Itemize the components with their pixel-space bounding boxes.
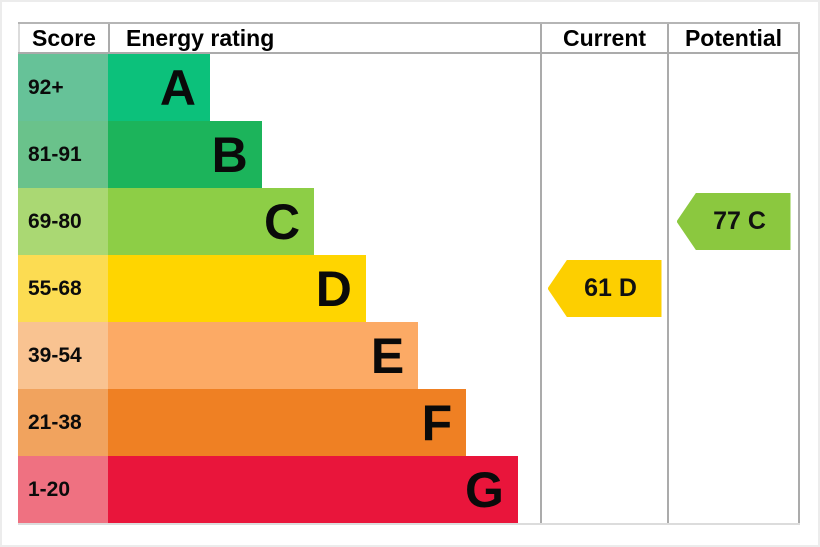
score-range-label: 1-20 (28, 477, 71, 501)
current-cell (540, 456, 667, 523)
band-letter: E (370, 327, 405, 384)
rating-cell: C (108, 188, 540, 255)
band-bar: A (108, 54, 210, 121)
score-range-label: 55-68 (28, 276, 82, 300)
potential-cell (667, 121, 800, 188)
potential-cell: 77 C (667, 188, 800, 255)
score-range-label: 21-38 (28, 410, 82, 434)
band-row-b: 81-91 B (18, 121, 800, 188)
current-rating-arrow: 61 D (547, 260, 662, 317)
potential-cell (667, 54, 800, 121)
rating-cell: G (108, 456, 540, 523)
current-cell: 61 D (540, 255, 667, 322)
band-letter: B (211, 126, 248, 183)
band-bar: B (108, 121, 262, 188)
current-cell (540, 54, 667, 121)
band-row-g: 1-20 G (18, 456, 800, 523)
band-bar: F (108, 389, 467, 456)
rating-cell: A (108, 54, 540, 121)
score-range-label: 92+ (28, 75, 64, 99)
potential-cell (667, 456, 800, 523)
potential-rating-arrow: 77 C (676, 193, 791, 250)
rating-cell: E (108, 322, 540, 389)
score-cell: 21-38 (18, 389, 108, 456)
energy-rating-column-header: Energy rating (108, 24, 540, 52)
band-row-c: 69-80 C 77 C (18, 188, 800, 255)
band-bar: E (108, 322, 419, 389)
band-bar: C (108, 188, 315, 255)
score-range-label: 69-80 (28, 209, 82, 233)
band-row-a: 92+ A (18, 54, 800, 121)
current-rating-label: 61 D (584, 274, 637, 302)
energy-rating-table: Score Energy rating Current Potential 92… (18, 22, 800, 525)
score-range-label: 81-91 (28, 142, 82, 166)
band-row-d: 55-68 D 61 D (18, 255, 800, 322)
band-letter: A (159, 59, 196, 116)
score-column-header: Score (18, 24, 108, 52)
current-cell (540, 322, 667, 389)
score-cell: 81-91 (18, 121, 108, 188)
band-bar: G (108, 456, 518, 523)
rating-cell: B (108, 121, 540, 188)
score-cell: 39-54 (18, 322, 108, 389)
potential-rating-label: 77 C (713, 207, 766, 235)
band-letter: G (465, 461, 504, 518)
score-cell: 55-68 (18, 255, 108, 322)
potential-column-header: Potential (667, 24, 800, 52)
table-header-row: Score Energy rating Current Potential (18, 24, 800, 54)
band-letter: F (421, 394, 453, 451)
potential-cell (667, 389, 800, 456)
potential-cell (667, 255, 800, 322)
score-cell: 69-80 (18, 188, 108, 255)
current-column-header: Current (540, 24, 667, 52)
rating-cell: D (108, 255, 540, 322)
current-cell (540, 188, 667, 255)
band-letter: D (315, 260, 352, 317)
score-cell: 1-20 (18, 456, 108, 523)
band-row-f: 21-38 F (18, 389, 800, 456)
score-range-label: 39-54 (28, 343, 82, 367)
score-cell: 92+ (18, 54, 108, 121)
current-cell (540, 389, 667, 456)
band-letter: C (263, 193, 301, 250)
potential-cell (667, 322, 800, 389)
band-bar: D (108, 255, 366, 322)
rating-cell: F (108, 389, 540, 456)
current-cell (540, 121, 667, 188)
band-row-e: 39-54 E (18, 322, 800, 389)
